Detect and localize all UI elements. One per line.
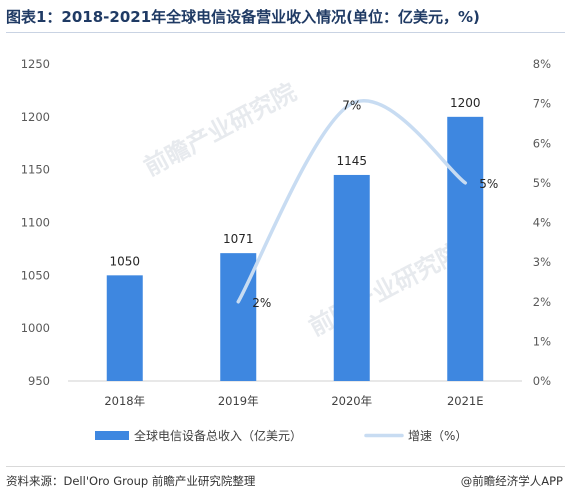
line-value-label: 5% [479,177,498,191]
x-tick-label: 2021E [447,394,484,408]
x-tick-label: 2020年 [331,394,372,408]
bar [106,275,143,381]
right-tick-label: 3% [533,255,551,269]
right-tick-label: 7% [533,97,551,111]
right-tick-label: 2% [533,295,551,309]
bar [333,174,370,381]
legend-bar-label: 全球电信设备总收入（亿美元） [134,428,302,443]
right-axis: 0% 1% 2% 3% 4% 5% 6% 7% 8% [533,57,551,388]
growth-line [236,99,467,304]
legend-bar-swatch [95,431,129,440]
x-tick-label: 2019年 [218,394,259,408]
x-axis: 2018年 2019年 2020年 2021E [104,394,483,408]
right-tick-label: 0% [533,374,551,388]
left-tick-label: 950 [28,374,50,388]
brand-credit: @前瞻经济学人APP [460,474,563,488]
left-axis: 950 1000 1050 1100 1150 1200 1250 [21,57,50,388]
left-tick-label: 1200 [21,110,50,124]
left-tick-label: 1000 [21,321,50,335]
x-tick-label: 2018年 [104,394,145,408]
left-tick-label: 1050 [21,268,50,282]
bar-value-label: 1145 [336,154,367,168]
bar-series [106,116,484,381]
legend: 全球电信设备总收入（亿美元） 增速（%） [95,428,467,443]
right-tick-label: 4% [533,216,551,230]
right-tick-label: 1% [533,334,551,348]
right-tick-label: 8% [533,57,551,71]
left-tick-label: 1150 [21,163,50,177]
source-note: 资料来源：Dell'Oro Group 前瞻产业研究院整理 [6,474,256,488]
left-tick-label: 1250 [21,57,50,71]
right-tick-label: 6% [533,136,551,150]
title-divider [6,32,565,33]
right-tick-label: 5% [533,176,551,190]
bar-value-label: 1200 [450,96,481,110]
bar-value-label: 1071 [223,232,254,246]
line-value-label: 2% [252,296,271,310]
bar-value-label: 1050 [109,254,140,268]
bar [447,116,484,381]
bar-labels: 1050 1071 1145 1200 [109,96,480,269]
line-labels: 2% 7% 5% [252,99,498,310]
line-value-label: 7% [342,99,361,113]
left-tick-label: 1100 [21,216,50,230]
footer-divider [6,466,565,467]
legend-line-label: 增速（%） [408,429,467,443]
chart-title: 图表1：2018-2021年全球电信设备营业收入情况(单位：亿美元，%) [6,8,480,26]
